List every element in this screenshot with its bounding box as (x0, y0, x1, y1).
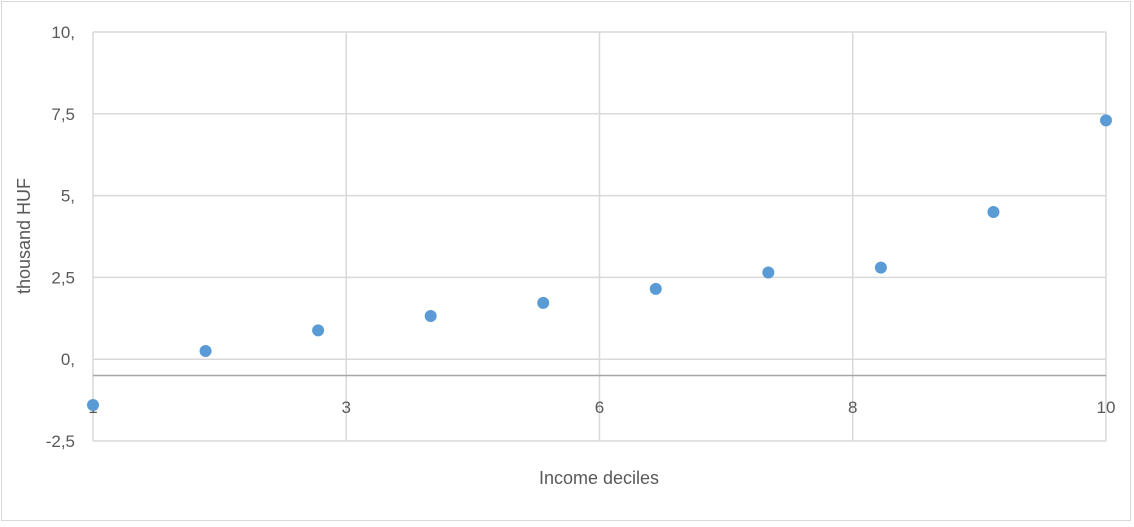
data-point (762, 266, 775, 279)
x-tick-label: 10 (1097, 398, 1116, 417)
data-point (874, 261, 887, 274)
data-point (537, 296, 550, 309)
x-tick-label: 6 (595, 398, 604, 417)
y-tick-label: 0, (61, 350, 75, 369)
x-axis-title: Income deciles (539, 468, 659, 488)
data-point (87, 399, 99, 412)
x-tick-label: 3 (342, 398, 351, 417)
data-point (1100, 114, 1112, 127)
tick-labels: 10,7,55,2,50,-2,5136810 (46, 23, 1116, 451)
data-point (424, 310, 437, 323)
data-point (199, 345, 212, 358)
data-point (649, 282, 662, 295)
y-tick-label: 2,5 (51, 268, 75, 287)
data-point (312, 324, 325, 337)
data-points (87, 114, 1112, 412)
x-tick-label: 8 (848, 398, 857, 417)
y-tick-label: 10, (51, 23, 75, 42)
data-point (987, 205, 1000, 218)
y-axis-title: thousand HUF (14, 178, 34, 294)
y-tick-label: -2,5 (46, 432, 75, 451)
gridlines (92, 31, 1107, 442)
y-tick-label: 5, (61, 187, 75, 206)
y-tick-label: 7,5 (51, 105, 75, 124)
